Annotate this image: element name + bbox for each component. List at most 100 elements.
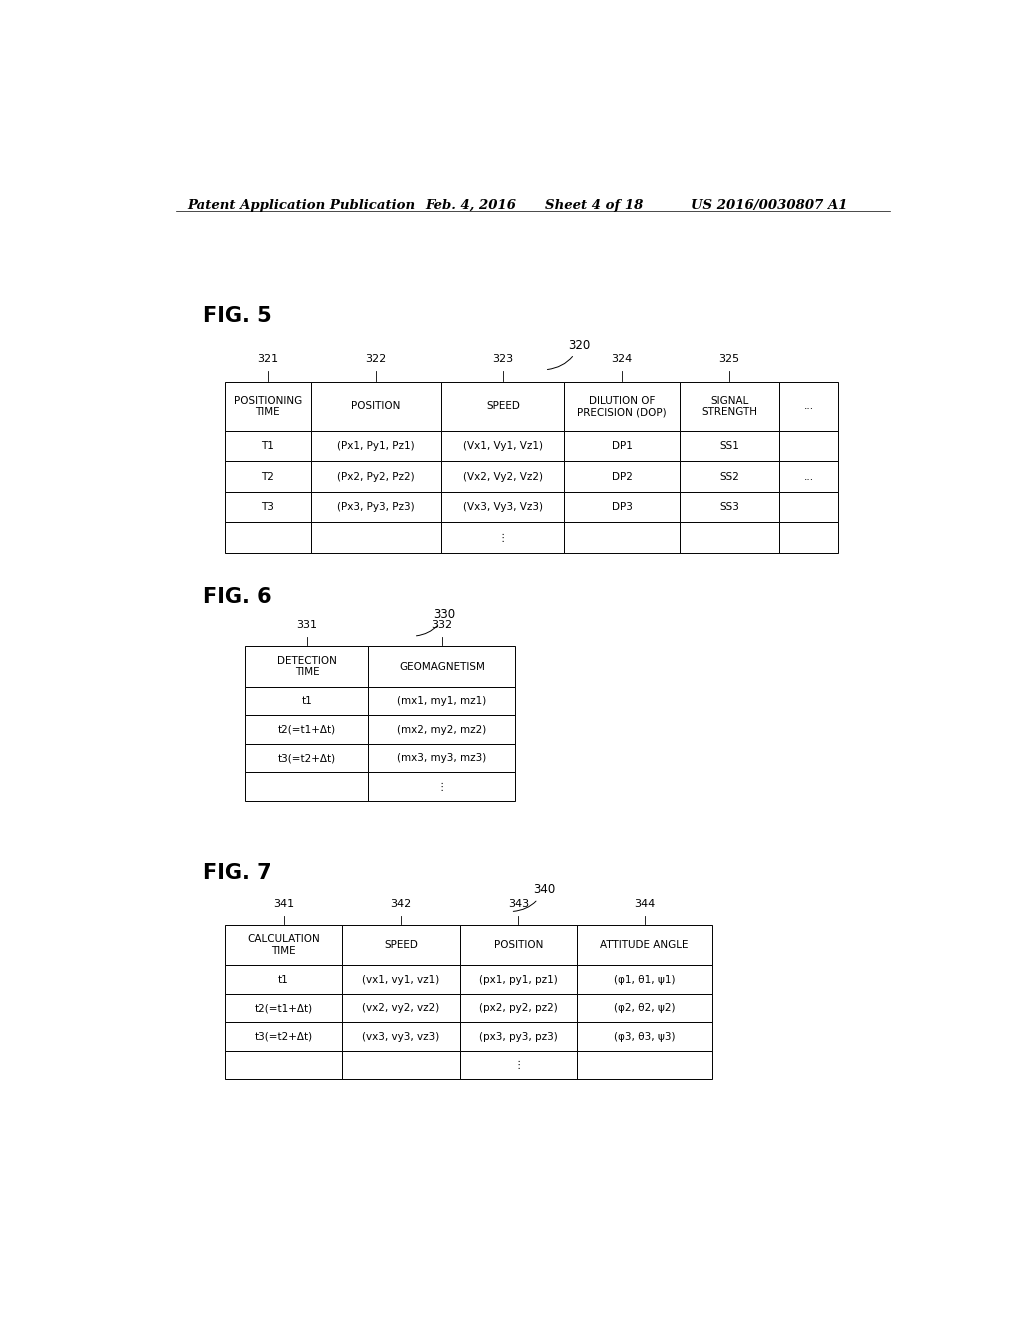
Bar [225, 381, 310, 430]
Text: 324: 324 [611, 354, 633, 364]
Text: 342: 342 [390, 899, 412, 908]
Bar [369, 772, 515, 801]
Text: DP3: DP3 [611, 502, 633, 512]
Bar [310, 523, 441, 553]
Text: 325: 325 [719, 354, 739, 364]
Text: (Px1, Py1, Pz1): (Px1, Py1, Pz1) [337, 441, 415, 451]
Text: t3(=t2+Δt): t3(=t2+Δt) [278, 754, 336, 763]
Bar [460, 925, 578, 965]
Bar [225, 523, 310, 553]
Bar [310, 381, 441, 430]
Bar [225, 461, 310, 492]
Text: (vx2, vy2, vz2): (vx2, vy2, vz2) [362, 1003, 439, 1014]
Text: 344: 344 [634, 899, 655, 908]
Bar [564, 381, 680, 430]
Text: ⋮: ⋮ [498, 532, 508, 543]
Text: t1: t1 [279, 974, 289, 985]
Text: (Vx2, Vy2, Vz2): (Vx2, Vy2, Vz2) [463, 471, 543, 482]
Bar [578, 994, 712, 1022]
Text: t3(=t2+Δt): t3(=t2+Δt) [255, 1031, 312, 1041]
Text: DETECTION
TIME: DETECTION TIME [278, 656, 337, 677]
Text: (px2, py2, pz2): (px2, py2, pz2) [479, 1003, 558, 1014]
Text: SIGNAL
STRENGTH: SIGNAL STRENGTH [701, 396, 757, 417]
Bar [342, 925, 460, 965]
Bar [779, 461, 839, 492]
Text: ⋮: ⋮ [436, 781, 447, 792]
Text: FIG. 5: FIG. 5 [204, 306, 272, 326]
Text: t2(=t1+Δt): t2(=t1+Δt) [255, 1003, 312, 1014]
Text: 332: 332 [431, 620, 453, 630]
Bar [246, 715, 369, 744]
Bar [460, 994, 578, 1022]
Bar [310, 492, 441, 523]
Bar [779, 492, 839, 523]
Bar [564, 492, 680, 523]
Text: (px1, py1, pz1): (px1, py1, pz1) [479, 974, 558, 985]
Bar [441, 492, 564, 523]
Bar [342, 1022, 460, 1051]
Text: 340: 340 [513, 883, 555, 911]
Text: T3: T3 [261, 502, 274, 512]
Bar [246, 772, 369, 801]
Bar [342, 1051, 460, 1080]
Text: Feb. 4, 2016: Feb. 4, 2016 [426, 199, 516, 213]
Text: (mx2, my2, mz2): (mx2, my2, mz2) [397, 725, 486, 735]
Bar [246, 647, 369, 686]
Text: ...: ... [804, 401, 814, 412]
Bar [369, 647, 515, 686]
Text: 320: 320 [548, 338, 591, 370]
Text: T1: T1 [261, 441, 274, 451]
Text: POSITIONING
TIME: POSITIONING TIME [233, 396, 302, 417]
Text: DP2: DP2 [611, 471, 633, 482]
Text: SS1: SS1 [719, 441, 739, 451]
Bar [310, 430, 441, 461]
Text: (Vx3, Vy3, Vz3): (Vx3, Vy3, Vz3) [463, 502, 543, 512]
Text: (φ3, θ3, ψ3): (φ3, θ3, ψ3) [613, 1031, 676, 1041]
Text: (Vx1, Vy1, Vz1): (Vx1, Vy1, Vz1) [463, 441, 543, 451]
Bar [441, 523, 564, 553]
Bar [680, 523, 779, 553]
Bar [680, 461, 779, 492]
Text: FIG. 7: FIG. 7 [204, 863, 272, 883]
Text: DP1: DP1 [611, 441, 633, 451]
Text: FIG. 6: FIG. 6 [204, 587, 272, 607]
Bar [460, 965, 578, 994]
Text: SS3: SS3 [719, 502, 739, 512]
Bar [564, 523, 680, 553]
Bar [578, 1022, 712, 1051]
Text: US 2016/0030807 A1: US 2016/0030807 A1 [691, 199, 848, 213]
Bar [779, 430, 839, 461]
Bar [369, 715, 515, 744]
Text: (vx3, vy3, vz3): (vx3, vy3, vz3) [362, 1031, 439, 1041]
Text: SS2: SS2 [719, 471, 739, 482]
Bar [680, 492, 779, 523]
Text: (Px3, Py3, Pz3): (Px3, Py3, Pz3) [337, 502, 415, 512]
Text: SPEED: SPEED [384, 940, 418, 950]
Text: t2(=t1+Δt): t2(=t1+Δt) [278, 725, 336, 735]
Text: (φ1, θ1, ψ1): (φ1, θ1, ψ1) [613, 974, 676, 985]
Text: (mx3, my3, mz3): (mx3, my3, mz3) [397, 754, 486, 763]
Bar [225, 430, 310, 461]
Bar [680, 430, 779, 461]
Text: 343: 343 [508, 899, 529, 908]
Bar [578, 1051, 712, 1080]
Bar [342, 994, 460, 1022]
Text: Sheet 4 of 18: Sheet 4 of 18 [545, 199, 643, 213]
Bar [342, 965, 460, 994]
Bar [680, 381, 779, 430]
Text: ⋮: ⋮ [513, 1060, 523, 1071]
Bar [369, 686, 515, 715]
Bar [441, 430, 564, 461]
Text: 323: 323 [493, 354, 514, 364]
Bar [369, 744, 515, 772]
Text: T2: T2 [261, 471, 274, 482]
Text: POSITION: POSITION [494, 940, 543, 950]
Text: (φ2, θ2, ψ2): (φ2, θ2, ψ2) [613, 1003, 676, 1014]
Bar [225, 965, 342, 994]
Bar [310, 461, 441, 492]
Bar [578, 965, 712, 994]
Text: CALCULATION
TIME: CALCULATION TIME [247, 935, 319, 956]
Text: (px3, py3, pz3): (px3, py3, pz3) [479, 1031, 558, 1041]
Text: (vx1, vy1, vz1): (vx1, vy1, vz1) [362, 974, 439, 985]
Text: 321: 321 [257, 354, 279, 364]
